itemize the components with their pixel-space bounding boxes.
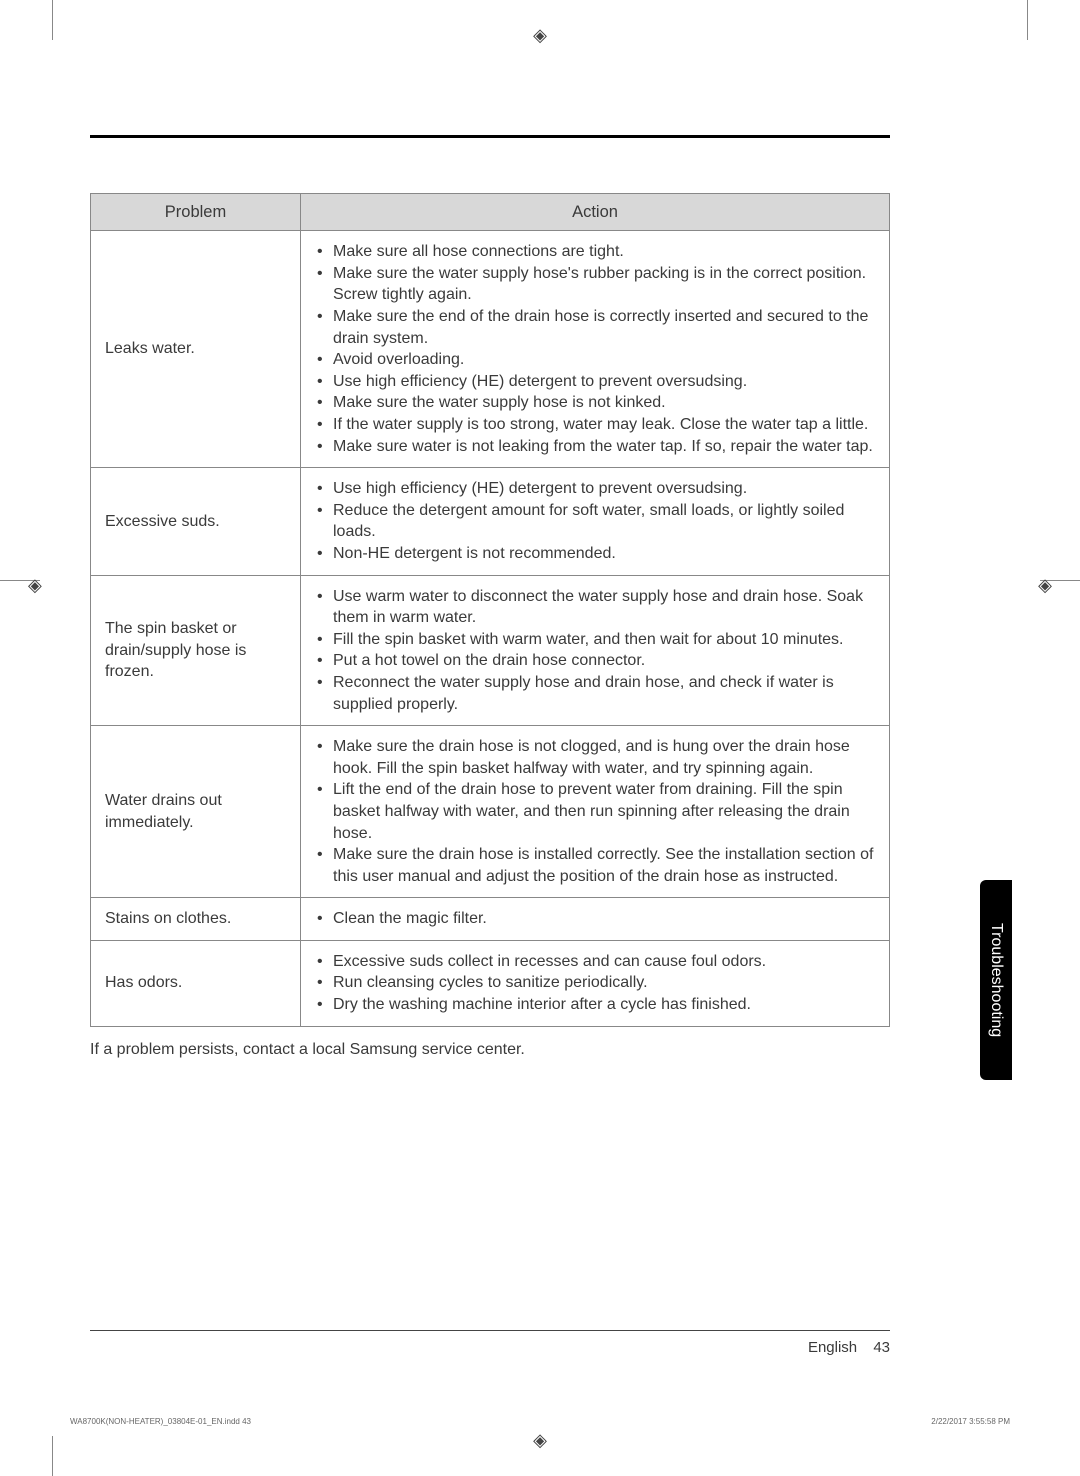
column-header-action: Action	[301, 194, 890, 231]
action-cell: Excessive suds collect in recesses and c…	[301, 940, 890, 1026]
table-row: The spin basket or drain/supply hose is …	[91, 575, 890, 726]
action-item: Make sure water is not leaking from the …	[311, 436, 879, 458]
problem-cell: Stains on clothes.	[91, 898, 301, 941]
action-cell: Use warm water to disconnect the water s…	[301, 575, 890, 726]
action-item: Use high efficiency (HE) detergent to pr…	[311, 371, 879, 393]
problem-cell: Water drains out immediately.	[91, 726, 301, 898]
action-list: Make sure all hose connections are tight…	[311, 241, 879, 457]
action-item: Make sure the drain hose is installed co…	[311, 844, 879, 887]
action-item: Dry the washing machine interior after a…	[311, 994, 879, 1016]
action-item: Use warm water to disconnect the water s…	[311, 586, 879, 629]
registration-mark-icon: ◈	[533, 1430, 547, 1451]
action-list: Make sure the drain hose is not clogged,…	[311, 736, 879, 887]
section-tab-label: Troubleshooting	[987, 923, 1005, 1037]
table-row: Water drains out immediately.Make sure t…	[91, 726, 890, 898]
problem-cell: Has odors.	[91, 940, 301, 1026]
action-item: Make sure the end of the drain hose is c…	[311, 306, 879, 349]
footer-rule	[90, 1330, 890, 1331]
action-item: Avoid overloading.	[311, 349, 879, 371]
column-header-problem: Problem	[91, 194, 301, 231]
action-item: Non-HE detergent is not recommended.	[311, 543, 879, 565]
registration-mark-icon: ◈	[533, 25, 547, 46]
action-list: Use warm water to disconnect the water s…	[311, 586, 879, 716]
action-item: Make sure the water supply hose's rubber…	[311, 263, 879, 306]
action-item: If the water supply is too strong, water…	[311, 414, 879, 436]
crop-mark	[52, 0, 53, 40]
action-cell: Use high efficiency (HE) detergent to pr…	[301, 468, 890, 575]
table-row: Excessive suds. Use high efficiency (HE) …	[91, 468, 890, 575]
action-item: Make sure the water supply hose is not k…	[311, 392, 879, 414]
print-spine-right: 2/22/2017 3:55:58 PM	[931, 1417, 1010, 1426]
action-item: Lift the end of the drain hose to preven…	[311, 779, 879, 844]
troubleshooting-table: Problem Action Leaks water. Make sure all…	[90, 193, 890, 1027]
action-cell: Make sure all hose connections are tight…	[301, 231, 890, 468]
footer-note: If a problem persists, contact a local S…	[90, 1041, 890, 1059]
section-tab: Troubleshooting	[980, 880, 1012, 1080]
action-item: Put a hot towel on the drain hose connec…	[311, 650, 879, 672]
page-footer: English 43	[90, 1330, 890, 1356]
action-list: Clean the magic filter.	[311, 908, 879, 930]
crop-mark	[52, 1436, 53, 1476]
action-item: Run cleansing cycles to sanitize periodi…	[311, 972, 879, 994]
crop-mark	[1027, 0, 1028, 40]
top-rule	[90, 135, 890, 138]
page-content: Problem Action Leaks water. Make sure all…	[90, 135, 990, 1059]
print-spine-left: WA8700K(NON-HEATER)_03804E-01_EN.indd 43	[70, 1417, 251, 1426]
action-cell: Make sure the drain hose is not clogged,…	[301, 726, 890, 898]
problem-cell: The spin basket or drain/supply hose is …	[91, 575, 301, 726]
table-row: Leaks water. Make sure all hose connectio…	[91, 231, 890, 468]
registration-mark-icon: ◈	[28, 575, 42, 596]
action-item: Reconnect the water supply hose and drai…	[311, 672, 879, 715]
problem-cell: Excessive suds.	[91, 468, 301, 575]
action-item: Fill the spin basket with warm water, an…	[311, 629, 879, 651]
action-item: Make sure the drain hose is not clogged,…	[311, 736, 879, 779]
footer-page-number: 43	[873, 1339, 890, 1356]
problem-cell: Leaks water.	[91, 231, 301, 468]
action-list: Excessive suds collect in recesses and c…	[311, 951, 879, 1016]
action-item: Clean the magic filter.	[311, 908, 879, 930]
table-row: Stains on clothes. Clean the magic filter…	[91, 898, 890, 941]
action-item: Use high efficiency (HE) detergent to pr…	[311, 478, 879, 500]
action-item: Reduce the detergent amount for soft wat…	[311, 500, 879, 543]
registration-mark-icon: ◈	[1038, 575, 1052, 596]
table-row: Has odors. Excessive suds collect in rece…	[91, 940, 890, 1026]
action-list: Use high efficiency (HE) detergent to pr…	[311, 478, 879, 564]
footer-language: English	[808, 1339, 857, 1356]
action-cell: Clean the magic filter.	[301, 898, 890, 941]
action-item: Make sure all hose connections are tight…	[311, 241, 879, 263]
action-item: Excessive suds collect in recesses and c…	[311, 951, 879, 973]
